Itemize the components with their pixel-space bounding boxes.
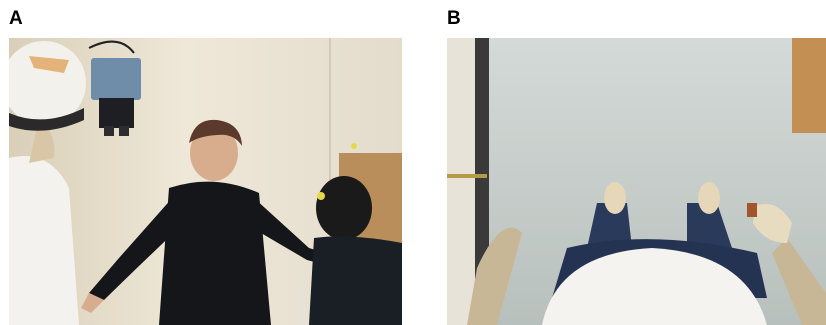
panel-label-a: A (9, 8, 23, 29)
experimenter-torso (159, 181, 271, 325)
first-person-view-photo (447, 38, 826, 325)
experiment-room-photo (9, 38, 402, 325)
panel-label-b: B (447, 8, 461, 29)
mannequin-torso (9, 156, 79, 325)
mannequin-torso-view (542, 248, 767, 325)
photo-panel-b (447, 38, 826, 325)
mannequin-left-arm (467, 227, 522, 325)
box-corner (792, 38, 826, 133)
right-foot (698, 182, 720, 214)
experimenter-head (190, 125, 238, 181)
left-foot (604, 182, 626, 214)
participant-hmd (316, 176, 372, 240)
gloved-hand (753, 204, 792, 243)
mannequin-right-arm (772, 238, 826, 325)
photo-panel-a (9, 38, 402, 325)
camera-rig (91, 58, 141, 100)
